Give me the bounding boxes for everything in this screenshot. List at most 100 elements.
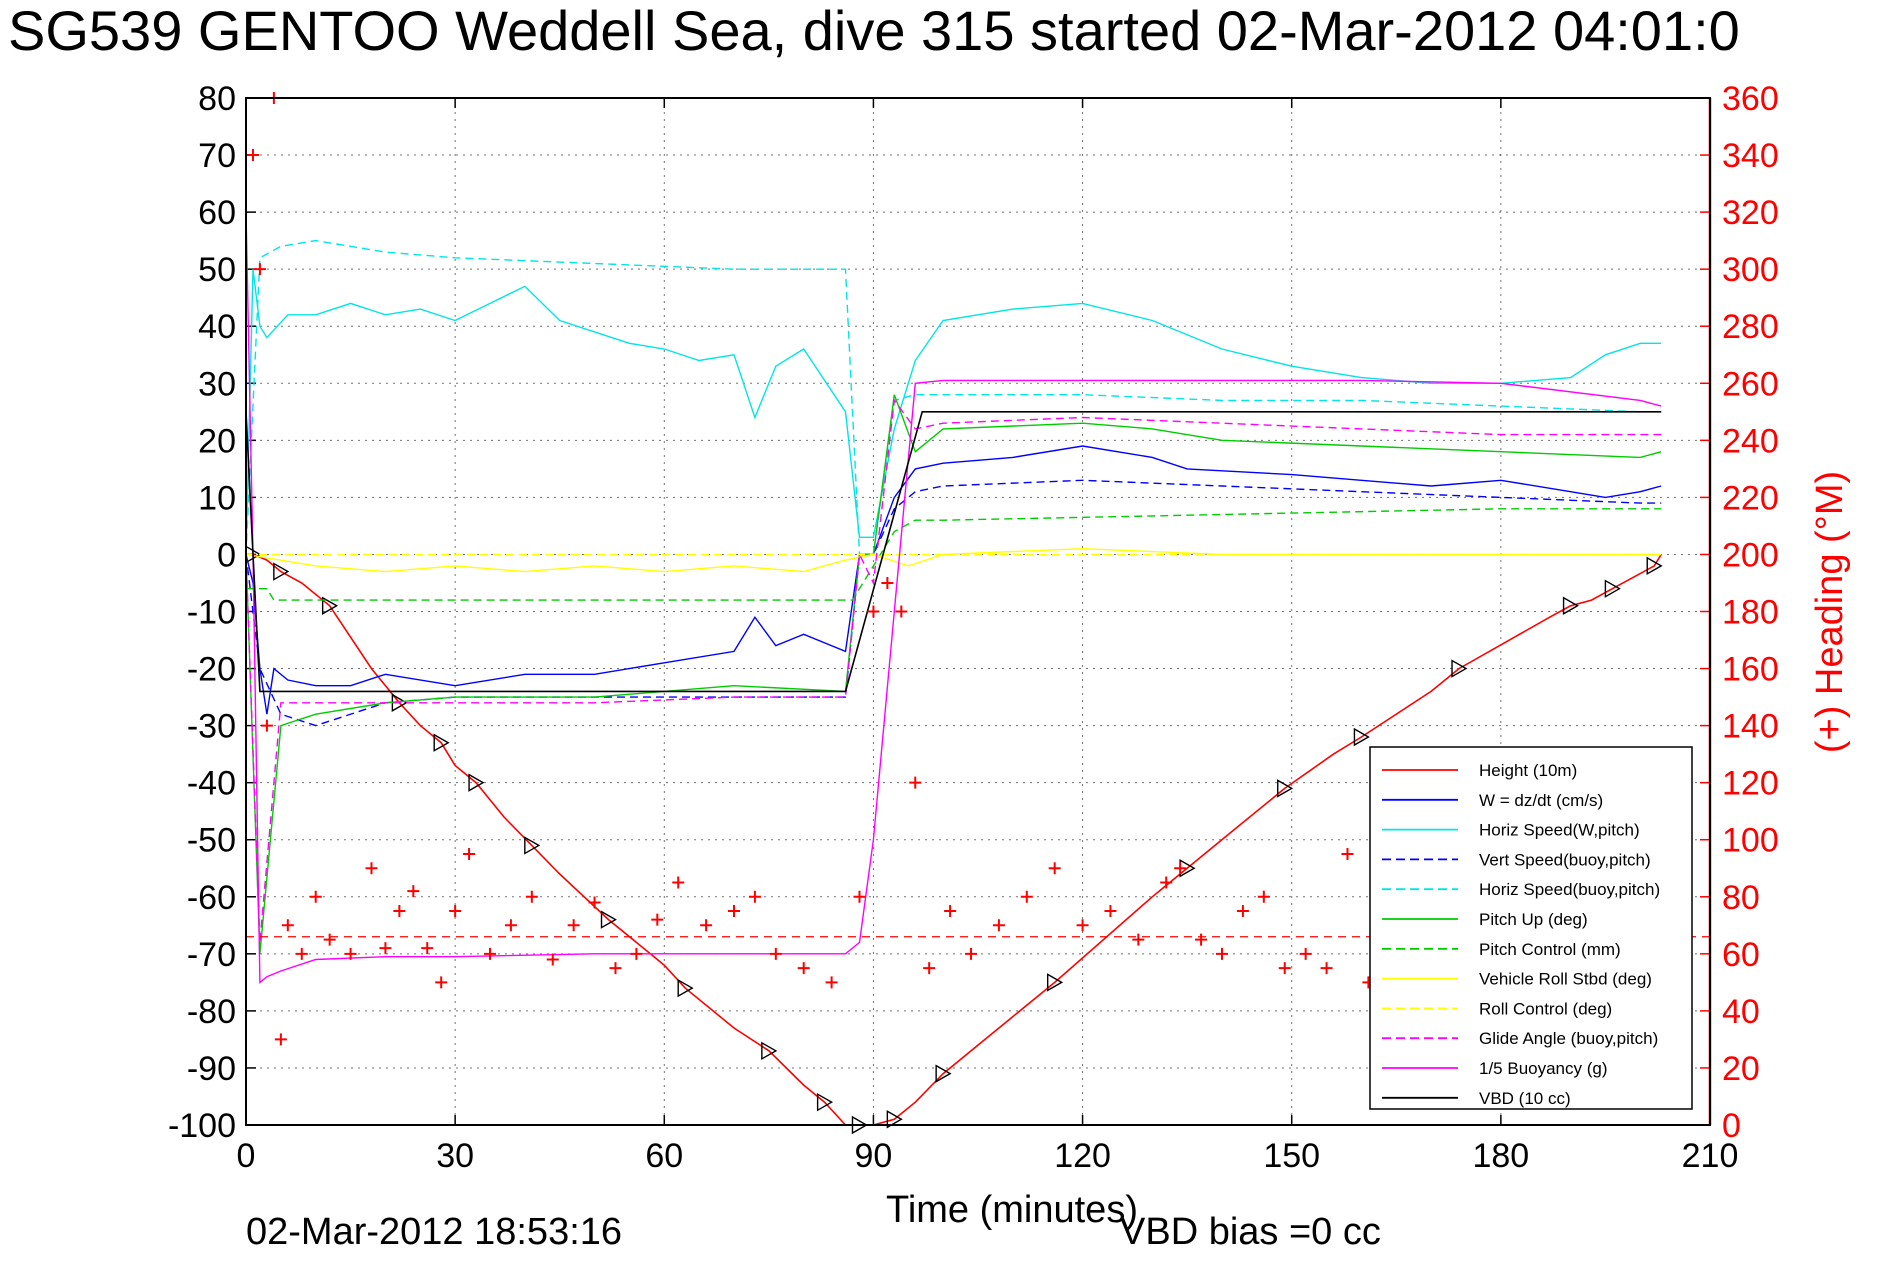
y-tick-label: -30	[187, 708, 236, 746]
y-tick-label: 60	[198, 194, 236, 232]
y-right-tick-label: 180	[1722, 594, 1779, 632]
legend-label: Horiz Speed(W,pitch)	[1479, 821, 1640, 840]
heading-point	[630, 947, 643, 960]
y-tick-label: 20	[198, 422, 236, 460]
height-marker	[761, 1041, 778, 1061]
y-right-tick-label: 360	[1722, 80, 1779, 118]
heading-point	[1076, 919, 1089, 932]
heading-point	[748, 890, 761, 903]
heading-point	[1341, 847, 1354, 860]
height-marker	[886, 1110, 903, 1129]
y-tick-labels-right: 3603403203002802602402202001801601401201…	[1722, 80, 1779, 1145]
x-tick-labels: 0 30 60 90 120 150 180 210	[237, 1137, 1739, 1175]
y-tick-label: -60	[187, 879, 236, 917]
y-right-tick-label: 0	[1722, 1107, 1741, 1145]
heading-point	[274, 1033, 287, 1046]
heading-point	[651, 913, 664, 926]
footer-date: 02-Mar-2012 18:53:16	[246, 1211, 622, 1253]
heading-point	[484, 947, 496, 960]
heading-point	[567, 919, 580, 932]
y-tick-label: -20	[187, 651, 236, 689]
height-marker	[816, 1092, 834, 1112]
legend-label: Height (10m)	[1479, 761, 1577, 780]
heading-point	[309, 890, 322, 903]
y-tick-label: -50	[187, 822, 236, 860]
heading-point	[365, 862, 378, 875]
y-tick-label: -10	[187, 594, 236, 632]
heading-point	[1257, 890, 1270, 903]
heading-point	[909, 776, 922, 789]
legend-label: Glide Angle (buoy,pitch)	[1479, 1029, 1658, 1048]
y-right-tick-label: 280	[1722, 308, 1779, 346]
right-axis-label: (+) Heading (°M)	[1809, 471, 1851, 753]
heading-point	[1320, 962, 1333, 975]
heading-point	[546, 953, 559, 966]
heading-point	[1132, 933, 1145, 946]
heading-point	[825, 976, 838, 989]
heading-point	[379, 942, 392, 955]
y-tick-label: 70	[198, 137, 236, 175]
heading-point	[1174, 862, 1187, 875]
x-tick-label: 30	[436, 1137, 474, 1175]
heading-point	[853, 890, 866, 903]
heading-point	[295, 947, 308, 960]
heading-point	[1020, 890, 1033, 903]
heading-point	[769, 947, 782, 960]
chart-title: SG539 GENTOO Weddell Sea, dive 315 start…	[8, 0, 1740, 62]
series-11	[245, 410, 1662, 693]
heading-point	[1236, 905, 1249, 918]
heading-point	[1048, 862, 1061, 875]
y-tick-label: -100	[168, 1107, 236, 1145]
height-marker	[1353, 727, 1370, 747]
height-marker	[433, 733, 450, 752]
heading-point	[246, 149, 259, 162]
plot-area-frame	[245, 97, 1711, 1126]
heading-point	[1195, 933, 1208, 946]
heading-point	[407, 885, 420, 898]
heading-point	[253, 263, 266, 276]
heading-point	[344, 947, 357, 960]
heading-point	[1299, 947, 1312, 960]
legend-label: W = dz/dt (cm/s)	[1479, 791, 1603, 810]
y-right-tick-label: 160	[1722, 651, 1779, 689]
y-tick-label: -40	[187, 765, 236, 803]
height-marker	[468, 773, 485, 792]
heading-point	[672, 876, 685, 889]
heading-point	[435, 976, 448, 989]
x-tick-label: 210	[1682, 1137, 1739, 1175]
heading-point	[1104, 905, 1117, 918]
series-4	[245, 239, 1662, 556]
y-right-tick-label: 140	[1722, 708, 1779, 746]
vbd-bias-label: VBD bias =0 cc	[1120, 1211, 1381, 1253]
y-right-tick-label: 120	[1722, 765, 1779, 803]
heading-point	[281, 919, 294, 932]
series-2	[245, 269, 1662, 555]
heading-point	[867, 605, 880, 618]
legend-label: Pitch Control (mm)	[1479, 940, 1621, 959]
legend-label: Vert Speed(buoy,pitch)	[1479, 850, 1651, 869]
heading-point	[260, 719, 273, 732]
y-right-tick-label: 220	[1722, 479, 1779, 517]
heading-point	[449, 905, 462, 918]
y-right-tick-label: 240	[1722, 422, 1779, 460]
y-right-tick-label: 200	[1722, 536, 1779, 574]
legend-box	[1369, 746, 1693, 1110]
legend-label: VBD (10 cc)	[1479, 1089, 1571, 1108]
heading-point	[588, 896, 601, 909]
height-marker	[524, 836, 541, 855]
y-right-tick-label: 40	[1722, 993, 1760, 1031]
heading-point	[881, 576, 894, 589]
legend-label: Vehicle Roll Stbd (deg)	[1479, 970, 1652, 989]
heading-point	[700, 919, 713, 932]
heading-point	[1160, 876, 1173, 889]
heading-point	[323, 933, 336, 946]
y-tick-label: -70	[187, 936, 236, 974]
y-tick-label: -90	[187, 1050, 236, 1088]
heading-point	[895, 605, 908, 618]
heading-point	[1278, 962, 1291, 975]
heading-point	[421, 942, 434, 955]
x-tick-label: 180	[1472, 1137, 1529, 1175]
height-marker	[1451, 659, 1468, 678]
height-marker	[600, 910, 617, 929]
